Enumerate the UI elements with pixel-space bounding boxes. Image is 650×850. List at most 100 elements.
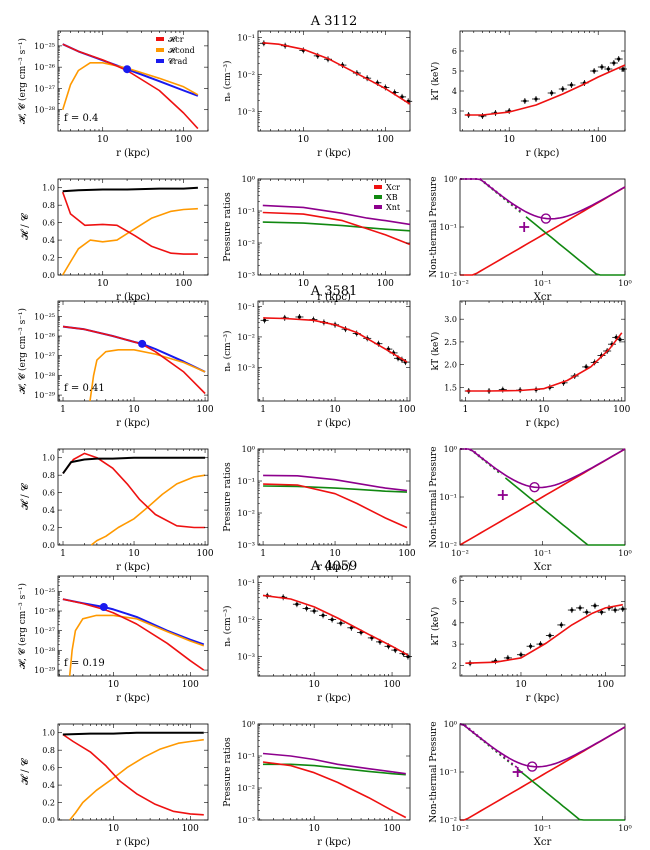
y-tick-label: 0.2	[42, 254, 55, 263]
y-tick-label: 10⁻¹	[439, 768, 457, 777]
legend-label-cond: 𝓗cond	[168, 46, 195, 55]
temperature-point	[606, 67, 610, 71]
temperature-point	[613, 608, 617, 612]
y-tick-label: 10⁻³	[237, 541, 255, 550]
ratio-panel-frame	[57, 178, 209, 276]
temperature-point	[621, 607, 625, 611]
y-tick-label: 1.5	[444, 383, 457, 392]
x-tick-label: 10⁻¹	[534, 824, 552, 833]
ratio-cr-line	[62, 452, 206, 529]
x-tick-label: 10	[503, 135, 515, 145]
density-model-line	[262, 594, 409, 656]
y-tick-label: 10⁻²⁵	[34, 42, 55, 51]
x-axis-label: r (kpc)	[317, 292, 351, 303]
y-tick-label: 10⁻²	[439, 816, 457, 825]
y-tick-label: 10⁻²	[237, 333, 255, 342]
y-tick-label: 10⁻³	[237, 108, 255, 117]
y-tick-label: 4	[452, 87, 457, 96]
cr-heating-line	[62, 598, 205, 671]
x-tick-label: 10	[308, 680, 320, 690]
y-tick-label: 10⁻²⁸	[34, 371, 55, 380]
y-tick-label: 3.0	[444, 315, 457, 324]
x-tick-label: 1	[463, 405, 469, 415]
y-tick-label: 0.0	[42, 816, 55, 825]
x-tick-label: 100	[182, 824, 199, 834]
temperature-point	[550, 91, 554, 95]
temperature-model-line	[465, 603, 623, 664]
ratio-cond-line	[69, 738, 204, 821]
x-tick-label: 100	[175, 135, 192, 145]
xnt-total-line	[460, 178, 626, 220]
y-tick-label: 10⁰	[444, 720, 457, 729]
temperature-point	[585, 610, 589, 614]
y-tick-label: 10⁻³	[237, 363, 255, 372]
x-axis-label: r (kpc)	[526, 418, 560, 429]
ratio-cond-line	[90, 474, 206, 546]
x-tick-label: 100	[398, 549, 415, 559]
xnt-total-line	[460, 448, 626, 489]
minimum-marker	[540, 213, 552, 224]
y-tick-label: 3	[452, 107, 457, 116]
x-tick-label: 100	[590, 135, 607, 145]
x-tick-label: 10	[329, 405, 341, 415]
kt-ylabel: kT (keV)	[430, 62, 441, 101]
ratio-total-line	[62, 731, 204, 736]
y-tick-label: 10⁰	[444, 175, 457, 184]
y-tick-label: 10⁰	[242, 720, 255, 729]
density-point	[312, 609, 316, 613]
y-tick-label: 6	[452, 576, 457, 585]
density-panel-frame	[257, 575, 411, 677]
heat-ylabel: 𝓗, 𝓒 (erg cm⁻³ s⁻¹)	[17, 308, 28, 394]
y-tick-label: 0.8	[42, 746, 55, 755]
y-tick-label: 0.8	[42, 201, 55, 210]
y-tick-label: 0.6	[42, 219, 55, 228]
nonthermal-panel-frame	[459, 723, 626, 821]
x-tick-label: 1	[60, 549, 66, 559]
x-tick-label: 1	[260, 549, 266, 559]
x-tick-label: 100	[398, 405, 415, 415]
f-value-label: f = 0.41	[64, 383, 105, 394]
cr-heating-line	[62, 325, 206, 395]
x-axis-label: r (kpc)	[317, 148, 351, 159]
density-point	[321, 613, 325, 617]
y-tick-label: 2.5	[444, 338, 457, 347]
x-tick-label: 10	[108, 824, 120, 834]
x-tick-label: 10⁻¹	[534, 279, 552, 288]
density-point	[263, 318, 267, 322]
heating-panel-frame	[57, 300, 209, 402]
kt-ylabel: kT (keV)	[430, 607, 441, 646]
ne-ylabel: nₑ (cm⁻³)	[222, 60, 233, 101]
x-tick-label: 10	[329, 549, 341, 559]
xcr-line	[262, 211, 411, 246]
temperature-point	[600, 610, 604, 614]
nt-ylabel: Non-thermal Pressure	[429, 176, 439, 277]
x-axis-label: r (kpc)	[116, 837, 150, 848]
y-tick-label: 2.0	[444, 361, 457, 370]
legend-swatch-cr	[156, 37, 164, 41]
temperature-point	[506, 656, 510, 660]
temperature-point	[561, 87, 565, 91]
y-tick-label: 10⁻²⁶	[34, 332, 55, 341]
y-tick-label: 1.0	[42, 729, 55, 738]
ratio-ylabel: 𝓗 / 𝓒	[20, 212, 31, 240]
y-tick-label: 10⁻¹	[237, 302, 255, 311]
x-tick-label: 10	[128, 405, 140, 415]
y-tick-label: 10⁻²	[237, 239, 255, 248]
x-tick-label: 100	[613, 405, 630, 415]
pr-ylabel: Pressure ratios	[223, 737, 233, 807]
xcr-axis-label: Xcr	[534, 292, 552, 303]
temperature-point	[593, 604, 597, 608]
y-tick-label: 0.0	[42, 271, 55, 280]
y-tick-label: 10⁻²⁹	[34, 666, 56, 675]
heating-panel-frame	[57, 575, 209, 677]
y-tick-label: 10⁻¹	[237, 477, 255, 486]
x-axis-label: r (kpc)	[317, 562, 351, 573]
legend-label-nt: Xnt	[386, 203, 401, 212]
y-tick-label: 10⁻²	[237, 509, 255, 518]
cluster-panel-group: A 3581 1 10 100 10⁻²⁵ 10⁻²⁶ 10⁻²⁷ 10⁻²⁸ 10⁻²⁹ f =…	[17, 284, 632, 573]
y-tick-label: 6	[452, 47, 457, 56]
y-tick-label: 10⁻²⁷	[34, 352, 55, 361]
y-tick-label: 10⁻²⁸	[34, 646, 55, 655]
legend-label-rad: 𝓒rad	[168, 57, 187, 66]
